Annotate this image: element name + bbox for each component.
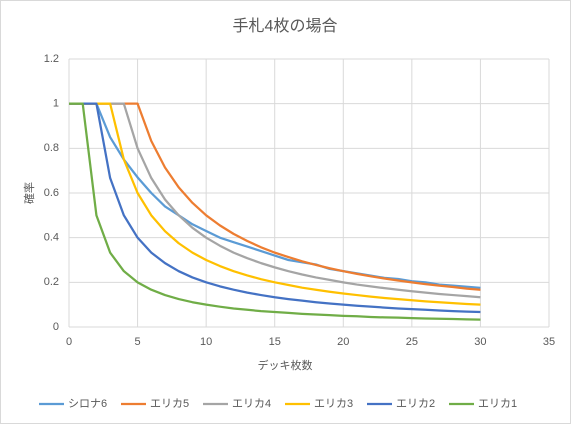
- x-tick-label: 30: [474, 336, 486, 348]
- series-line: [69, 102, 481, 321]
- legend-label: エリカ1: [478, 397, 517, 410]
- legend-label: シロナ6: [68, 397, 107, 410]
- legend-label: エリカ5: [150, 397, 189, 410]
- series-line: [69, 102, 481, 291]
- series-line: [69, 102, 481, 314]
- y-tick-label: 0.2: [44, 276, 59, 288]
- x-tick-label: 25: [406, 336, 418, 348]
- series-line: [69, 102, 481, 299]
- y-tick-label: 1.2: [44, 53, 59, 65]
- y-tick-label: 0.6: [44, 187, 59, 199]
- series-line: [69, 102, 481, 306]
- x-tick-label: 20: [337, 336, 349, 348]
- chart-title: 手札4枚の場合: [233, 17, 338, 35]
- y-tick-label: 0.8: [44, 142, 59, 154]
- x-axis-label: デッキ枚数: [258, 358, 313, 372]
- y-tick-label: 0: [53, 321, 59, 333]
- x-tick-label: 35: [543, 336, 555, 348]
- y-tick-label: 0.4: [44, 232, 59, 244]
- legend-label: エリカ3: [314, 397, 353, 410]
- x-tick-label: 15: [269, 336, 281, 348]
- x-tick-label: 0: [66, 336, 72, 348]
- y-tick-label: 1: [53, 98, 59, 110]
- x-tick-label: 5: [135, 336, 141, 348]
- x-tick-label: 10: [200, 336, 212, 348]
- legend-label: エリカ4: [232, 397, 271, 410]
- legend-label: エリカ2: [396, 397, 435, 410]
- y-axis-label: 確率: [22, 182, 36, 204]
